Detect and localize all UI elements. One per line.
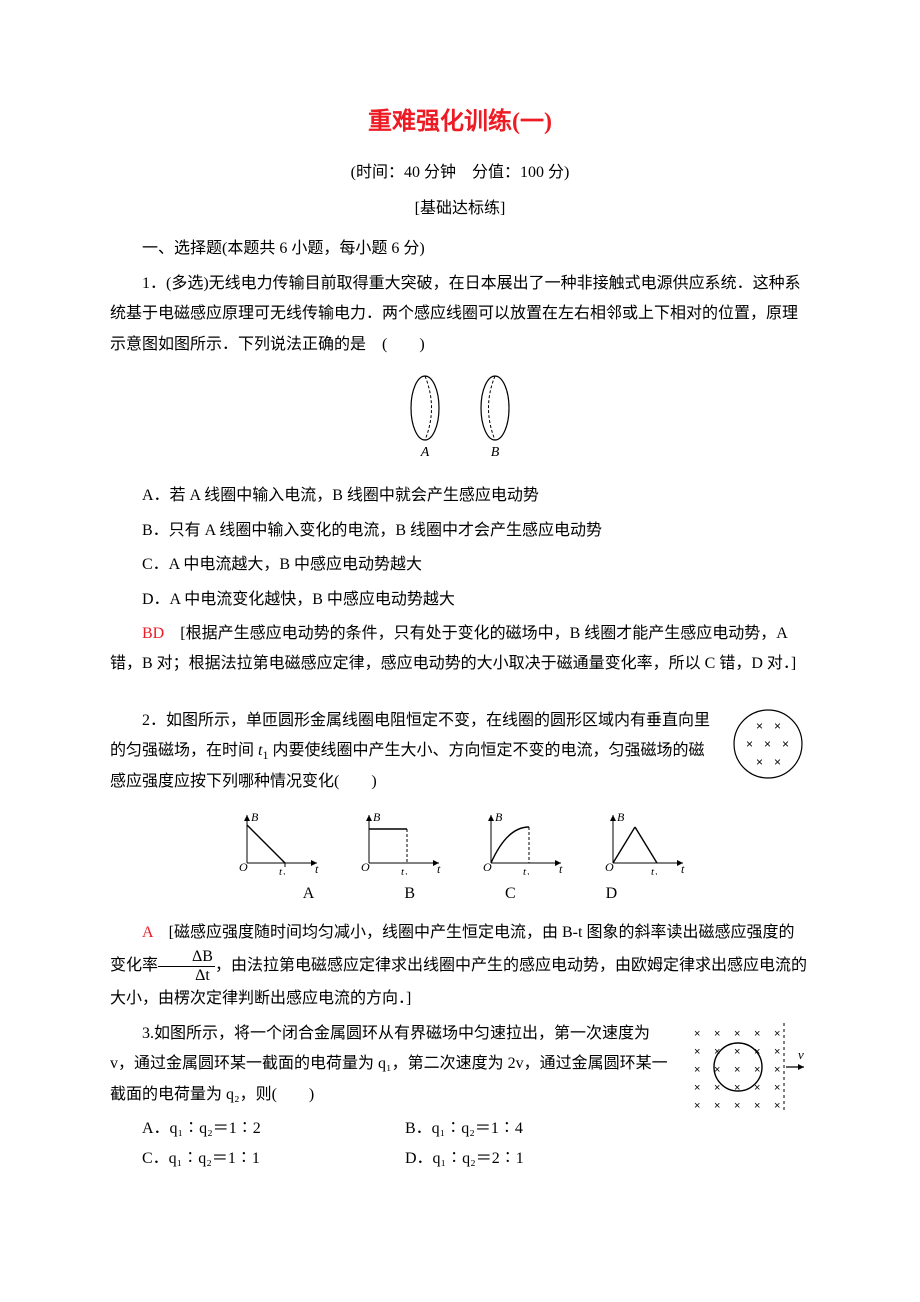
svg-text:×: × bbox=[694, 1028, 700, 1040]
svg-text:t₁: t₁ bbox=[651, 866, 658, 875]
svg-text:×: × bbox=[774, 1046, 780, 1058]
svg-text:t₁: t₁ bbox=[279, 866, 286, 875]
page-title: 重难强化训练(一) bbox=[110, 100, 810, 146]
svg-text:×: × bbox=[734, 1028, 740, 1040]
svg-text:×: × bbox=[734, 1046, 740, 1058]
q2-chart-label-d: D bbox=[606, 879, 618, 909]
svg-text:t: t bbox=[437, 862, 441, 875]
svg-text:×: × bbox=[714, 1100, 720, 1112]
svg-text:t₁: t₁ bbox=[401, 866, 408, 875]
section-label: [基础达标练] bbox=[110, 194, 810, 224]
q1-option-b: B．只有 A 线圈中输入变化的电流，B 线圈中才会产生感应电动势 bbox=[110, 516, 810, 546]
svg-text:×: × bbox=[754, 1028, 760, 1040]
svg-text:O: O bbox=[361, 860, 370, 874]
svg-text:×: × bbox=[774, 719, 781, 733]
q2-stem: 2．如图所示，单匝圆形金属线圈电阻恒定不变，在线圈的圆形区域内有垂直向里的匀强磁… bbox=[110, 706, 810, 798]
svg-text:×: × bbox=[734, 1064, 740, 1076]
q1-figure: A B bbox=[110, 370, 810, 471]
svg-text:×: × bbox=[774, 1100, 780, 1112]
svg-text:×: × bbox=[746, 737, 753, 751]
svg-text:×: × bbox=[774, 1064, 780, 1076]
q2-chart-b: B t O t₁ bbox=[351, 809, 447, 875]
svg-text:×: × bbox=[782, 737, 789, 751]
q2-chart-label-b: B bbox=[404, 879, 415, 909]
svg-text:O: O bbox=[605, 860, 614, 874]
svg-text:B: B bbox=[617, 810, 625, 824]
q1-option-c: C．A 中电流越大，B 中感应电动势越大 bbox=[110, 550, 810, 580]
q2-chart-c: B t O t₁ bbox=[473, 809, 569, 875]
q2-charts: B t O t₁ B t O t₁ B t O t₁ B t bbox=[110, 809, 810, 875]
q3-right-figure: ××××× ××××× ××××× ××××× ××××× v bbox=[680, 1019, 810, 1126]
svg-text:×: × bbox=[774, 755, 781, 769]
svg-text:×: × bbox=[764, 737, 771, 751]
q2-chart-a: B t O t₁ bbox=[229, 809, 325, 875]
svg-text:t: t bbox=[315, 862, 319, 875]
q3-option-b: B．q₁∶q₂＝1∶4 bbox=[405, 1114, 668, 1144]
q2-fraction: ΔBΔt bbox=[158, 948, 215, 984]
q1-answer: BD [根据产生感应电动势的条件，只有处于变化的磁场中，B 线圈才能产生感应电动… bbox=[110, 619, 810, 680]
q1-answer-mark: BD bbox=[142, 625, 164, 642]
q3-options: A．q₁∶q₂＝1∶2 C．q₁∶q₂＝1∶1 B．q₁∶q₂＝1∶4 D．q₁… bbox=[142, 1114, 668, 1175]
q2-answer-mark: A bbox=[142, 924, 153, 941]
q2-answer: A [磁感应强度随时间均匀减小，线圈中产生恒定电流，由 B-t 图象的斜率读出磁… bbox=[110, 918, 810, 1015]
q1-fig-label-a: A bbox=[420, 445, 430, 460]
svg-text:B: B bbox=[495, 810, 503, 824]
q2-frac-den: Δt bbox=[158, 967, 215, 985]
q3-option-c: C．q₁∶q₂＝1∶1 bbox=[142, 1144, 405, 1174]
q1-answer-text: [根据产生感应电动势的条件，只有处于变化的磁场中，B 线圈才能产生感应电动势，A… bbox=[110, 625, 796, 672]
svg-text:×: × bbox=[756, 755, 763, 769]
svg-text:×: × bbox=[774, 1082, 780, 1094]
svg-text:×: × bbox=[714, 1082, 720, 1094]
svg-text:×: × bbox=[734, 1082, 740, 1094]
subtitle-meta: (时间：40 分钟 分值：100 分) bbox=[110, 158, 810, 188]
svg-text:×: × bbox=[754, 1100, 760, 1112]
q3-option-a: A．q₁∶q₂＝1∶2 bbox=[142, 1114, 405, 1144]
q2-frac-num: ΔB bbox=[158, 948, 215, 967]
svg-text:×: × bbox=[694, 1064, 700, 1076]
q1-stem: 1．(多选)无线电力传输目前取得重大突破，在日本展出了一种非接触式电源供应系统．… bbox=[110, 269, 810, 360]
q1-option-a: A．若 A 线圈中输入电流，B 线圈中就会产生感应电动势 bbox=[110, 481, 810, 511]
section-one-heading: 一、选择题(本题共 6 小题，每小题 6 分) bbox=[110, 234, 810, 264]
q2-right-figure: ×× ××× ×× bbox=[726, 706, 810, 793]
svg-text:v: v bbox=[798, 1047, 804, 1062]
q3-option-d: D．q₁∶q₂＝2∶1 bbox=[405, 1144, 668, 1174]
q1-fig-label-b: B bbox=[491, 445, 500, 460]
svg-text:t: t bbox=[681, 862, 685, 875]
q2-chart-labels: A B C D bbox=[110, 879, 810, 909]
q2-chart-label-a: A bbox=[303, 879, 315, 909]
svg-text:×: × bbox=[774, 1028, 780, 1040]
svg-text:O: O bbox=[239, 860, 248, 874]
svg-text:t: t bbox=[559, 862, 563, 875]
svg-text:B: B bbox=[251, 810, 259, 824]
svg-text:×: × bbox=[754, 1064, 760, 1076]
svg-text:×: × bbox=[694, 1046, 700, 1058]
q1-option-d: D．A 中电流变化越快，B 中感应电动势越大 bbox=[110, 585, 810, 615]
svg-text:×: × bbox=[714, 1028, 720, 1040]
q2-chart-label-c: C bbox=[505, 879, 516, 909]
svg-text:×: × bbox=[734, 1100, 740, 1112]
svg-text:×: × bbox=[756, 719, 763, 733]
svg-text:×: × bbox=[694, 1100, 700, 1112]
svg-text:B: B bbox=[373, 810, 381, 824]
svg-text:t₁: t₁ bbox=[523, 866, 530, 875]
q2-chart-d: B t O t₁ bbox=[595, 809, 691, 875]
svg-text:×: × bbox=[694, 1082, 700, 1094]
